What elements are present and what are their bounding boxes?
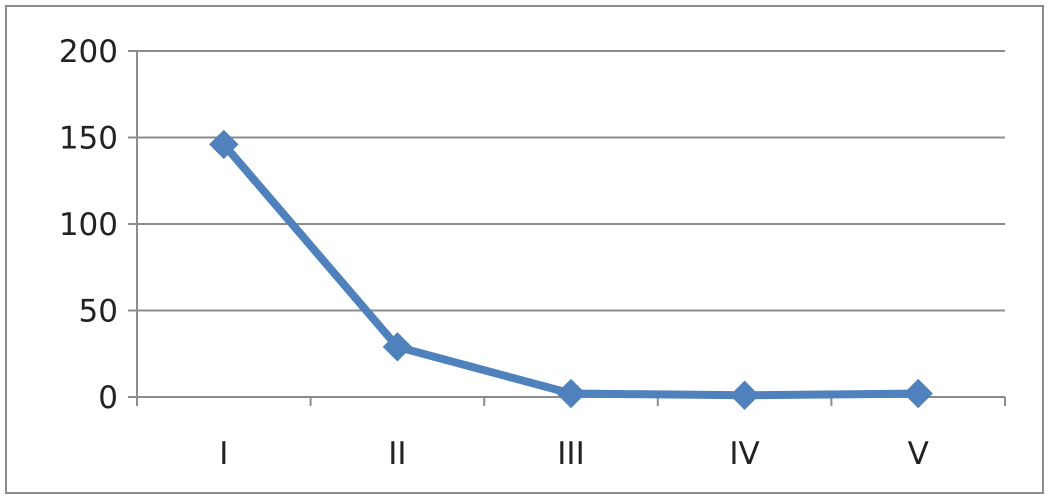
x-tick-label-IV: IV	[729, 436, 759, 472]
y-tick-label-50: 50	[79, 294, 118, 330]
series-line-0	[219, 140, 923, 400]
x-tick-label-I: I	[219, 436, 228, 472]
axes	[128, 50, 1006, 406]
y-tick-label-100: 100	[59, 207, 118, 243]
data-point-III	[556, 378, 586, 409]
y-tick-label-0: 0	[98, 380, 118, 416]
data-point-II	[382, 332, 413, 362]
y-tick-label-200: 200	[59, 34, 118, 70]
x-tick-label-II: II	[388, 436, 406, 472]
y-tick-label-150: 150	[59, 121, 118, 157]
data-point-I	[209, 129, 239, 160]
chart-frame	[5, 5, 1044, 494]
x-tick-label-III: III	[557, 436, 584, 472]
data-point-IV	[729, 380, 760, 410]
series-layer	[209, 129, 933, 410]
x-tick-label-V: V	[908, 436, 929, 472]
gridlines	[137, 50, 1005, 312]
data-point-V	[903, 378, 933, 409]
